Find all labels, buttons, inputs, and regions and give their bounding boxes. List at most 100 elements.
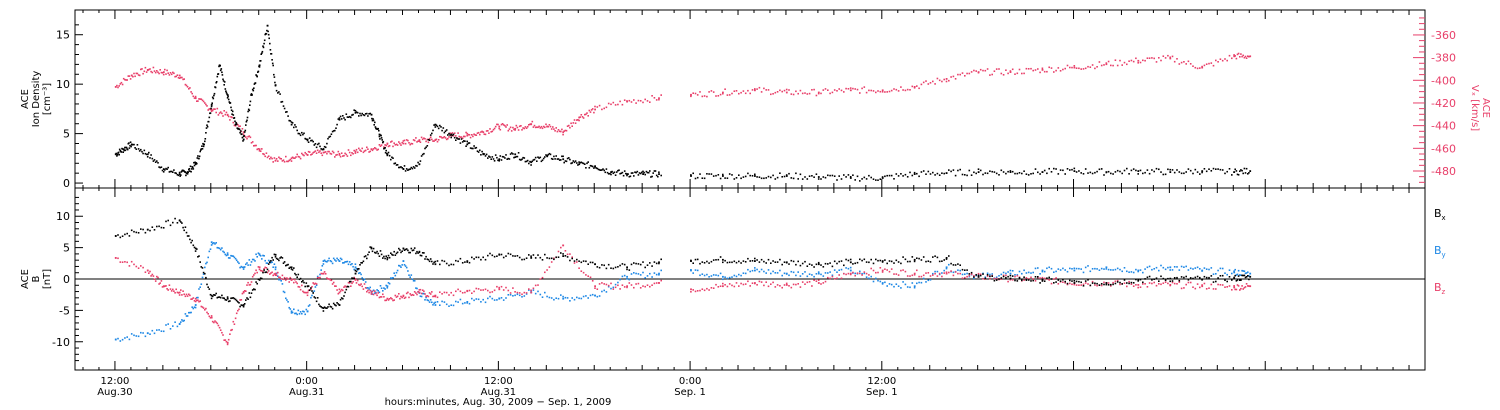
bx-series-point (948, 255, 950, 257)
vx-series-point (226, 114, 229, 117)
density-series-point (970, 174, 973, 176)
density-series-point (242, 140, 244, 142)
density-series-point (836, 179, 838, 181)
by-series-point (1128, 271, 1130, 273)
bx-series-point (496, 255, 498, 257)
vx-series-point (1018, 68, 1021, 71)
by-series-point (804, 271, 806, 273)
bx-series-point (133, 230, 135, 233)
density-series-point (948, 169, 950, 171)
by-series-point (322, 260, 325, 262)
density-series-point (504, 157, 506, 159)
bz-series-point (594, 285, 596, 288)
vx-series-point (1046, 70, 1048, 73)
density-series-point (1121, 172, 1123, 175)
density-series-point (307, 141, 310, 143)
by-series-point (900, 287, 902, 289)
vx-series-point (337, 150, 340, 153)
vx-series-point (584, 113, 586, 116)
density-series-point (1119, 170, 1121, 173)
vx-series-point (423, 137, 425, 139)
bz-series-point (188, 293, 190, 296)
density-series-point (467, 142, 470, 144)
bz-series-point (644, 285, 646, 288)
bz-series-point (948, 271, 950, 274)
bz-series-point (285, 279, 287, 281)
density-series-point (654, 170, 657, 172)
by-series-point (281, 283, 284, 285)
bz-series-point (532, 287, 535, 290)
bz-series-point (202, 307, 205, 309)
density-series-point (1169, 168, 1171, 171)
by-series-point (1098, 269, 1101, 271)
by-series-point (399, 265, 401, 267)
bz-series-point (1248, 285, 1250, 287)
bz-series-point (378, 296, 381, 299)
density-series-point (338, 117, 341, 119)
vx-series-point (290, 160, 293, 162)
by-series-point (434, 304, 437, 306)
by-series-point (758, 270, 761, 273)
by-series-point (464, 302, 466, 304)
bz-series-point (788, 285, 790, 287)
bx-series-point (642, 261, 644, 263)
bz-series-point (204, 309, 206, 311)
bz-series-point (765, 281, 767, 283)
density-series-point (979, 169, 982, 172)
density-series-point (384, 151, 387, 154)
by-series-point (824, 272, 827, 274)
by-series-point (436, 301, 439, 303)
density-series-point (466, 140, 468, 143)
vx-series-point (409, 143, 411, 146)
bx-series-point (117, 234, 119, 236)
by-series-point (199, 286, 201, 288)
density-series-point (545, 154, 547, 156)
vx-series-point (593, 111, 595, 114)
bx-series-point (1089, 284, 1092, 287)
bz-series-point (402, 294, 405, 297)
bx-series-point (124, 233, 126, 236)
by-series-point (247, 264, 249, 266)
bx-series-point (264, 271, 266, 274)
vx-series-point (356, 151, 359, 154)
density-series-point (355, 111, 358, 113)
bx-series-point (765, 262, 767, 264)
density-series-point (562, 158, 565, 161)
vx-series-point (920, 83, 923, 86)
vx-series-point (159, 69, 161, 71)
bx-series-point (1091, 282, 1094, 284)
density-series-point (117, 151, 120, 154)
vx-series-point (194, 95, 197, 98)
vx-series-point (520, 125, 522, 127)
bz-series-point (279, 276, 281, 279)
by-series-point (297, 309, 300, 312)
vx-series-point (126, 79, 128, 81)
density-series-point (637, 174, 640, 176)
density-series-point (118, 148, 121, 151)
by-series-point (1130, 271, 1133, 273)
by-series-point (158, 329, 160, 331)
bz-series-point (425, 295, 427, 298)
by-series-point (694, 269, 697, 271)
vx-series-point (537, 126, 539, 129)
vx-series-point (792, 93, 795, 96)
bx-series-point (859, 258, 861, 261)
bz-series-point (959, 272, 961, 275)
bz-series-point (407, 291, 409, 294)
bz-series-point (314, 282, 317, 285)
density-series-point (849, 177, 852, 179)
density-series-point (380, 137, 383, 139)
density-series-point (188, 168, 191, 170)
bx-series-point (760, 258, 763, 261)
bz-series-point (1226, 286, 1228, 288)
bz-series-point (206, 311, 208, 314)
vx-series-point (460, 136, 463, 138)
vx-series-point (758, 86, 761, 89)
bx-series-point (813, 266, 815, 268)
bz-series-point (256, 271, 258, 274)
vx-series-point (425, 140, 427, 143)
bx-series-point (452, 263, 455, 266)
bz-series-point (370, 293, 373, 295)
by-series-point (326, 261, 328, 263)
vx-series-point (208, 108, 211, 110)
